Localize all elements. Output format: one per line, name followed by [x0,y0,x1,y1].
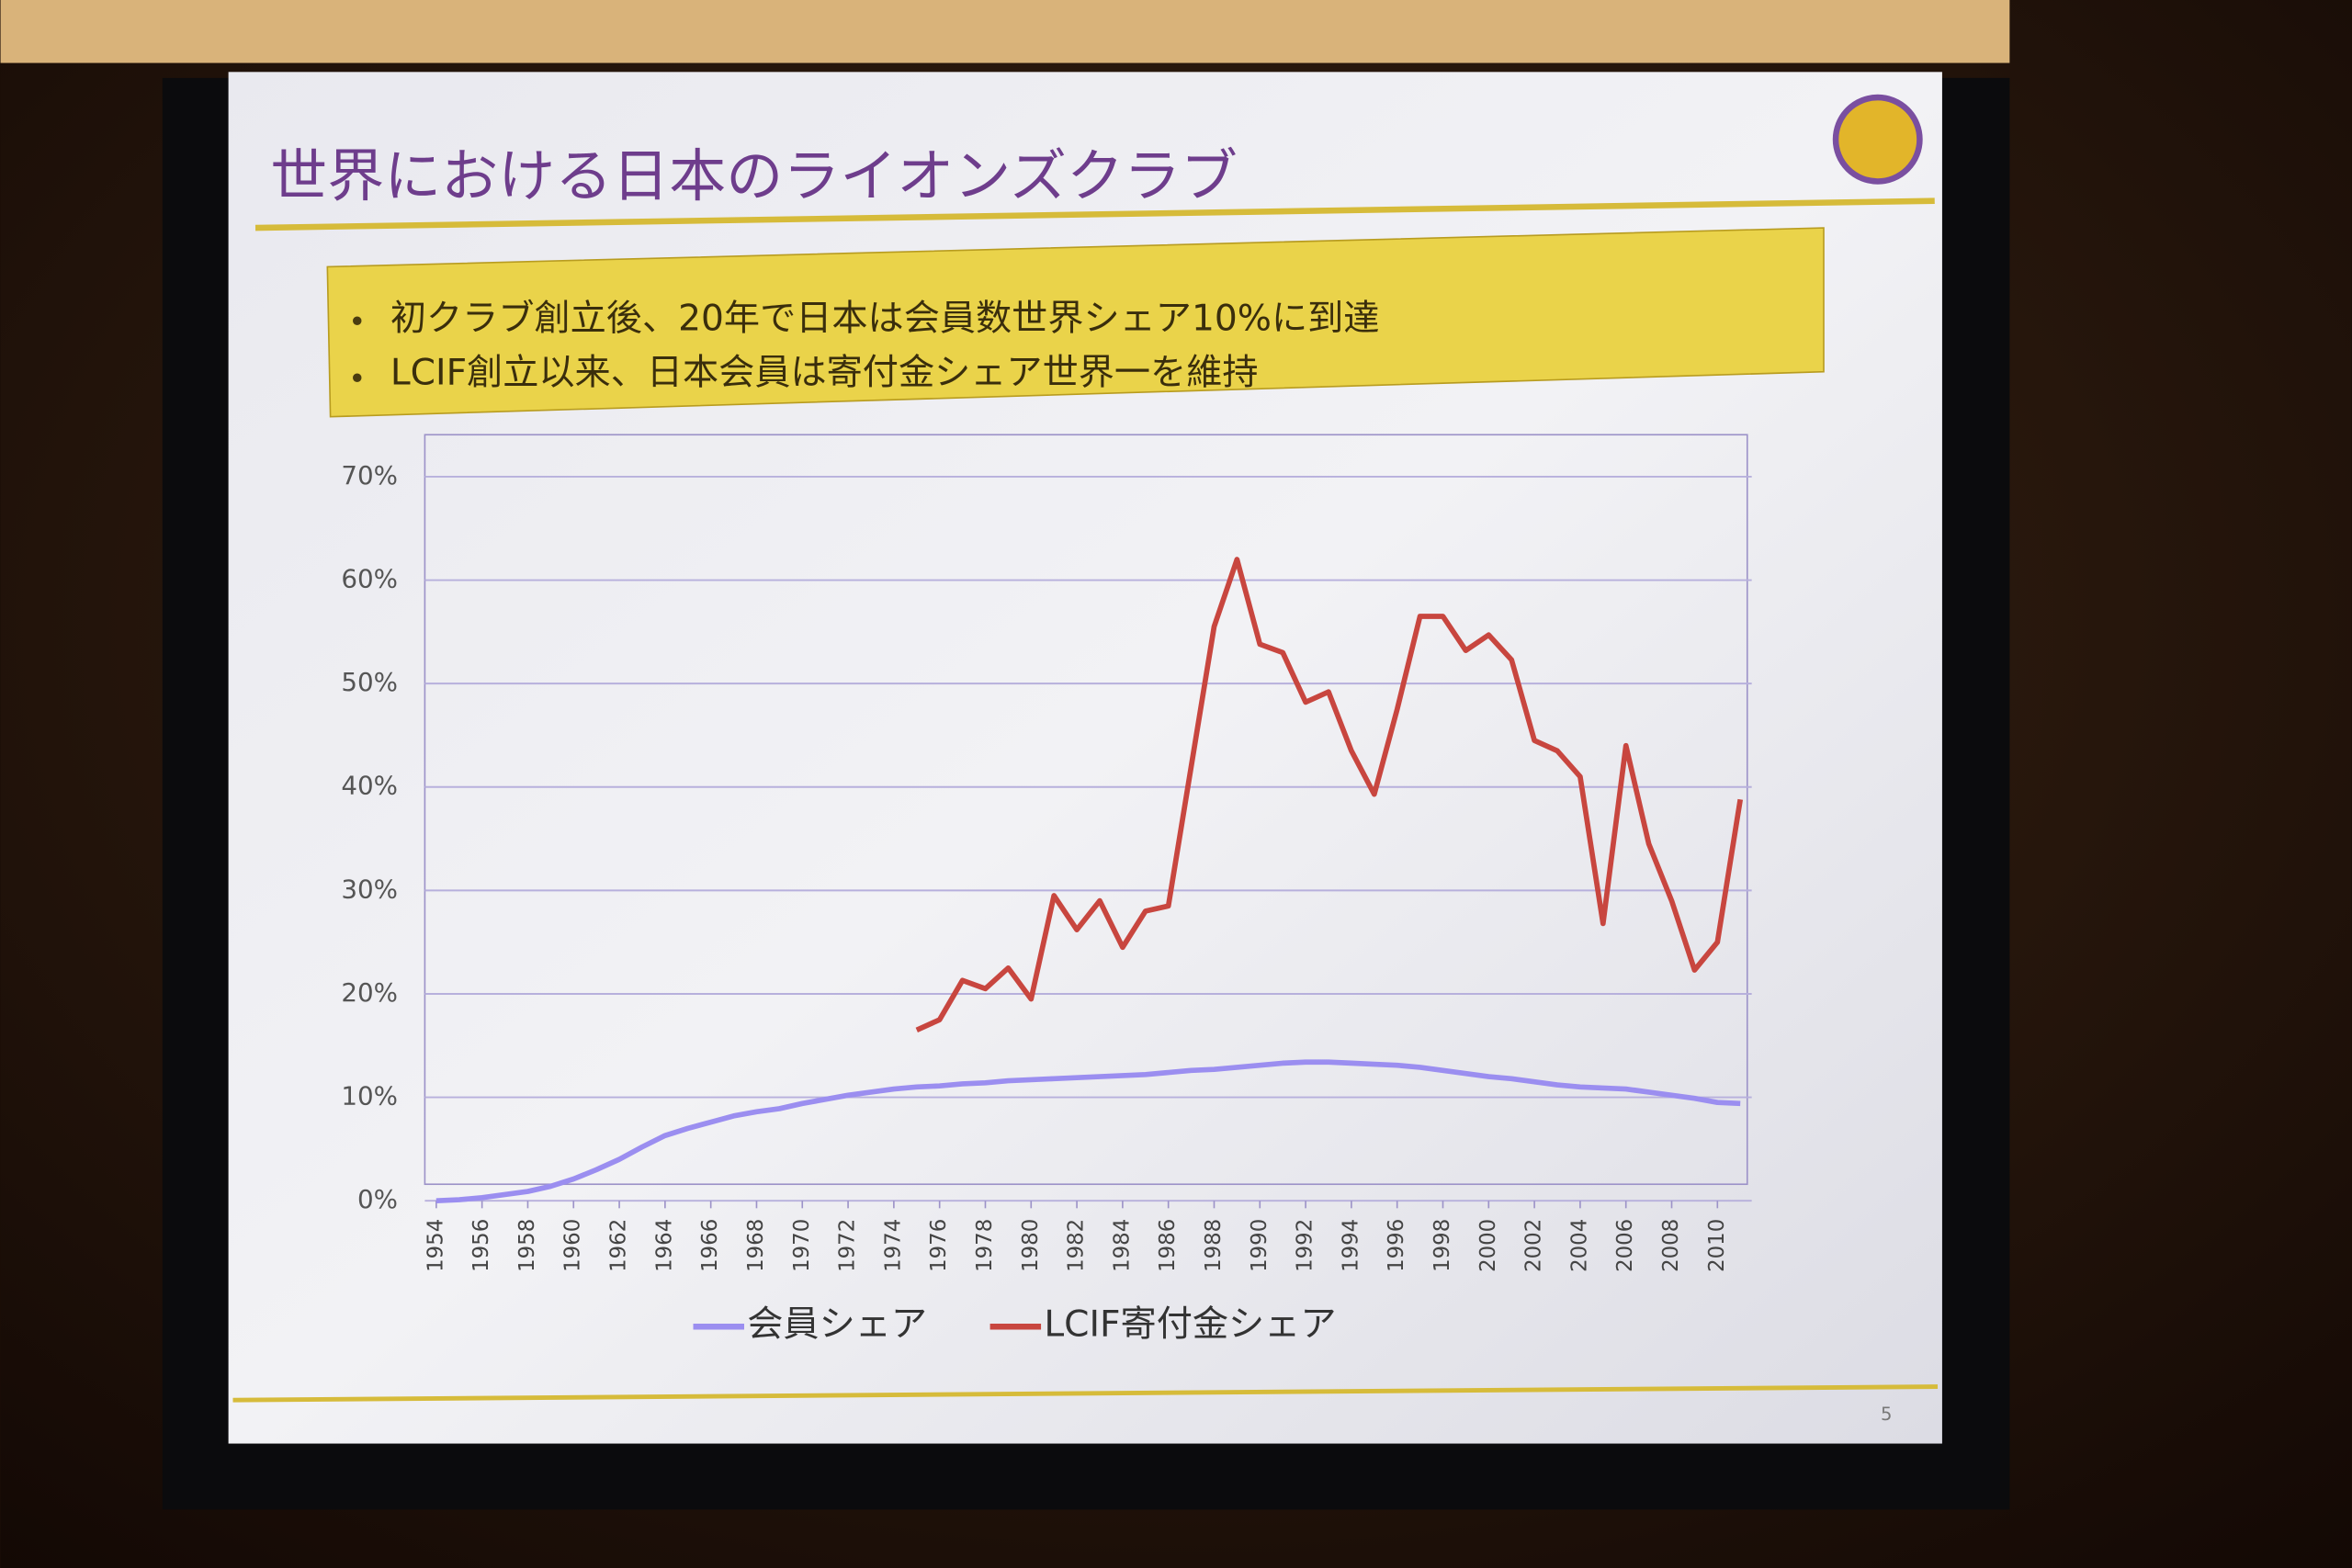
x-tick-label: 1998 [1430,1219,1454,1272]
x-tick-label: 1988 [1202,1219,1226,1272]
x-tick-label: 1990 [1248,1219,1272,1272]
y-tick-label: 70% [341,460,398,491]
x-tick-label: 1996 [1385,1219,1408,1272]
series-line [915,557,1744,1032]
x-tick-label: 1980 [1019,1219,1043,1272]
x-tick-label: 2002 [1522,1219,1546,1272]
title-rule [254,197,1935,231]
x-tick-label: 1966 [698,1219,722,1272]
y-tick-label: 50% [341,667,398,697]
slide-title: 世界における日本のライオンズクラブ [270,142,1238,209]
bullet-box [326,227,1825,418]
page-number: 5 [1881,1404,1892,1425]
bullet-dot: • [348,304,366,339]
chart: 0% 10% 20% 30% 40% 50% 60% 70% 1954 1956 1958 1960 1… [341,460,1752,1346]
x-tick-label: 1984 [1110,1219,1134,1272]
x-tick-label: 1964 [652,1219,676,1272]
x-tick-label: 1994 [1339,1219,1363,1272]
x-tick-label: 1972 [836,1219,860,1272]
x-tick-label: 1976 [927,1219,951,1272]
legend-label: LCIF寄付金シェア [1044,1304,1336,1346]
banner [0,0,2010,63]
x-tick-label: 1982 [1065,1219,1089,1272]
x-tick-label: 1962 [607,1219,631,1272]
x-tick-label: 2004 [1567,1219,1591,1272]
x-tick-label: 1958 [515,1219,539,1272]
x-tick-label: 2006 [1613,1219,1637,1272]
x-tick-label: 2010 [1705,1219,1729,1272]
x-tick-label: 1968 [744,1219,768,1272]
y-tick-label: 40% [341,771,398,801]
y-tick-label: 10% [341,1081,398,1111]
legend-label: 会員シェア [747,1304,927,1346]
x-tick-label: 2008 [1659,1219,1683,1272]
y-tick-label: 0% [357,1184,398,1214]
x-tick-label: 2000 [1476,1219,1500,1272]
x-tick-label: 1974 [881,1219,905,1272]
y-tick-label: 60% [341,564,398,594]
bullet-dot: • [348,362,366,397]
bullet-text: 初クラブ創立後、20年で日本は会員数世界シェア10%に到達 [390,299,1380,340]
x-tick-label: 1954 [424,1219,447,1272]
plot-frame [424,434,1748,1186]
logo [1832,94,1923,185]
x-tick-label: 1960 [561,1219,585,1272]
x-tick-label: 1986 [1156,1219,1180,1272]
x-tick-label: 1978 [973,1219,997,1272]
bullet-text: LCIF創立以来、日本会員は寄付金シェア世界一を維持 [390,352,1259,393]
x-tick-label: 1992 [1294,1219,1317,1272]
x-tick-label: 1970 [790,1219,814,1272]
series-line [435,1059,1741,1204]
y-tick-label: 20% [341,977,398,1008]
x-tick-label: 1956 [469,1219,493,1272]
y-tick-label: 30% [341,874,398,904]
footer-rule [232,1384,1939,1403]
